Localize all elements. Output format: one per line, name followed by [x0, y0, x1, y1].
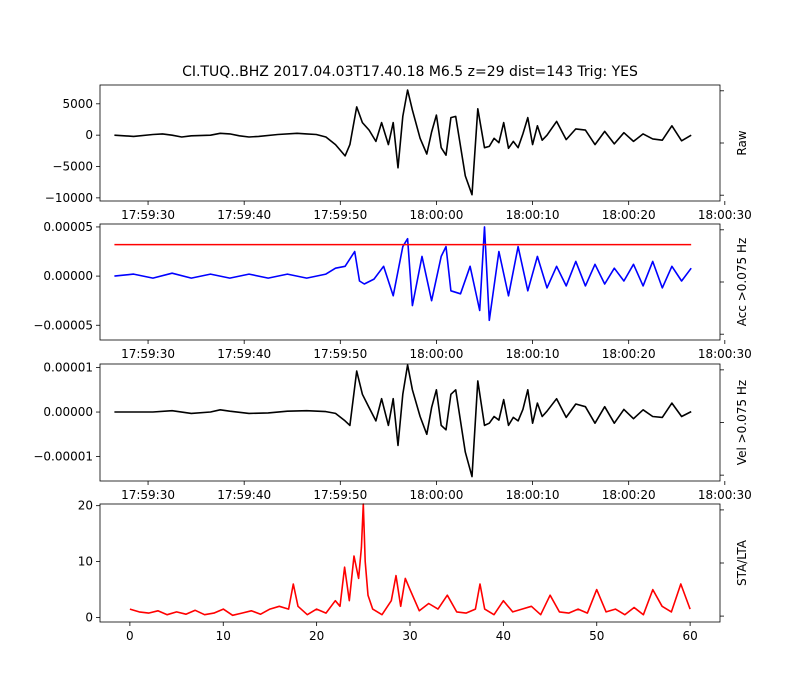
x-tick-label: 18:00:30: [698, 488, 752, 502]
x-tick-label: 0: [126, 629, 134, 643]
x-tick-label: 18:00:00: [409, 208, 463, 222]
y-tick-label: 0.00000: [43, 269, 93, 283]
x-tick-label: 18:00:20: [602, 488, 656, 502]
x-tick-label: 18:00:00: [409, 347, 463, 361]
x-tick-label: 17:59:30: [121, 488, 175, 502]
y-tick-label: 20: [78, 499, 93, 513]
x-tick-label: 60: [682, 629, 697, 643]
panel-raw: 17:59:30 17:59:40 17:59:50 18:00:00 18:00:10…: [45, 84, 752, 222]
panel-stalta: 0 10 20 30 40 50 60 0 10 20 STA/LTA: [78, 499, 749, 643]
x-tick-label: 18:00:10: [506, 347, 560, 361]
side-label-stalta: STA/LTA: [735, 539, 749, 586]
chart-title: CI.TUQ..BHZ 2017.04.03T17.40.18 M6.5 z=2…: [182, 64, 638, 80]
series-line-acc: [114, 226, 692, 322]
y-tick-label: −0.00001: [33, 450, 93, 464]
y-tick-label: −5000: [52, 160, 93, 174]
x-tick-label: 17:59:40: [217, 347, 271, 361]
y-tick-label: −10000: [45, 191, 93, 205]
y-tick-label: 0.00001: [43, 361, 93, 375]
y-tick-label: 0.00000: [43, 405, 93, 419]
x-tick-label: 17:59:30: [121, 208, 175, 222]
y-tick-label: −0.00005: [33, 318, 93, 332]
x-tick-label: 50: [589, 629, 604, 643]
x-tick-label: 17:59:40: [217, 488, 271, 502]
y-tick-label: 10: [78, 555, 93, 569]
x-tick-label: 30: [402, 629, 417, 643]
side-label-raw: Raw: [735, 130, 749, 155]
series-line-stalta: [129, 503, 691, 617]
series-line-raw: [114, 89, 692, 196]
x-tick-label: 17:59:50: [313, 488, 367, 502]
y-tick-label: 5000: [62, 97, 93, 111]
x-tick-label: 17:59:50: [313, 347, 367, 361]
y-tick-label: 0: [85, 128, 93, 142]
side-label-acc: Acc >0.075 Hz: [735, 238, 749, 327]
x-tick-label: 17:59:40: [217, 208, 271, 222]
x-tick-label: 17:59:50: [313, 208, 367, 222]
x-tick-label: 40: [496, 629, 511, 643]
x-tick-label: 18:00:20: [602, 208, 656, 222]
panels-group: 17:59:30 17:59:40 17:59:50 18:00:00 18:00:10…: [33, 84, 752, 643]
axes-frame-stalta: [99, 503, 721, 623]
y-tick-label: 0: [85, 611, 93, 625]
x-tick-label: 20: [309, 629, 324, 643]
y-tick-label: 0.00005: [43, 220, 93, 234]
x-tick-label: 18:00:10: [506, 488, 560, 502]
panel-vel: 17:59:30 17:59:40 17:59:50 18:00:00 18:00:10…: [33, 361, 751, 502]
side-label-vel: Vel >0.075 Hz: [735, 380, 749, 465]
x-tick-label: 18:00:30: [698, 208, 752, 222]
x-tick-label: 17:59:30: [121, 347, 175, 361]
x-tick-label: 18:00:10: [506, 208, 560, 222]
panel-acc: 17:59:30 17:59:40 17:59:50 18:00:00 18:00:10…: [33, 220, 751, 361]
x-tick-label: 18:00:20: [602, 347, 656, 361]
x-tick-label: 18:00:30: [698, 347, 752, 361]
x-tick-label: 10: [216, 629, 231, 643]
series-line-vel: [114, 364, 692, 478]
x-tick-label: 18:00:00: [409, 488, 463, 502]
